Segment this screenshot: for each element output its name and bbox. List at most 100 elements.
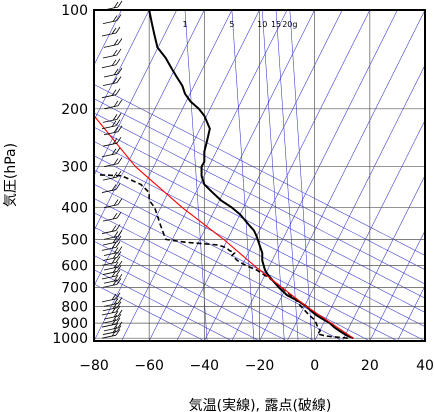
- wind-barb-flag: [111, 184, 117, 191]
- wind-barb-flag: [112, 15, 118, 22]
- wind-barb-flag: [117, 246, 123, 253]
- mixing-ratio-line: [184, 10, 208, 341]
- wind-barb-flag: [117, 260, 123, 268]
- wind-barb-flag: [112, 49, 118, 57]
- mixing-ratio-label: 10: [257, 20, 267, 29]
- wind-barb: [101, 189, 117, 193]
- wind-barb: [103, 73, 119, 78]
- wind-barb: [102, 142, 118, 147]
- wind-barb: [102, 176, 118, 181]
- wind-barb-flag: [113, 39, 119, 46]
- plot-frame: [93, 9, 426, 342]
- wind-barb-flag: [116, 14, 122, 21]
- wind-barb-flag: [117, 198, 123, 205]
- isotherm-line: [259, 10, 425, 341]
- wind-barb-flag: [113, 68, 119, 76]
- wind-barb-flag: [115, 88, 121, 95]
- background-lines: [94, 10, 425, 341]
- wind-barb: [101, 311, 117, 316]
- adiabat-line: [94, 183, 398, 341]
- wind-barb: [101, 230, 117, 234]
- wind-barb-flag: [113, 274, 119, 282]
- mixing-ratio-line: [231, 10, 255, 341]
- wind-barb-flag: [115, 256, 121, 263]
- wind-barb-flag: [117, 321, 123, 329]
- wind-barb: [103, 266, 119, 271]
- wind-barb: [102, 54, 118, 59]
- wind-barb: [101, 334, 117, 339]
- wind-barb-flag: [113, 231, 119, 238]
- wind-barb-flag: [111, 225, 117, 232]
- wind-barb-flag: [115, 292, 121, 300]
- y-tick-label: 600: [61, 258, 88, 274]
- wind-barb-flag: [116, 76, 122, 83]
- wind-barb: [103, 327, 119, 332]
- wind-barb: [101, 261, 117, 266]
- adiabat-line: [94, 226, 315, 341]
- wind-barb-flag: [117, 0, 123, 8]
- adiabat-line: [94, 283, 205, 341]
- wind-barb: [103, 105, 119, 110]
- adiabat-line: [94, 269, 233, 341]
- wind-barb-flag: [111, 148, 117, 155]
- wind-barb-flag: [117, 309, 123, 317]
- wind-barb: [102, 241, 118, 246]
- wind-barb: [102, 307, 118, 312]
- isotherm-line: [369, 230, 425, 341]
- isotherm-line: [94, 10, 150, 121]
- isotherm-line: [397, 285, 425, 341]
- wind-barb-flag: [117, 297, 123, 304]
- y-tick-label: 400: [61, 201, 88, 217]
- temperature-line: [148, 10, 354, 340]
- y-tick-label: 500: [61, 232, 88, 248]
- mixing-ratio-label: 15: [271, 20, 281, 29]
- isotherm-line: [424, 340, 425, 341]
- pressure-temperature-grid: [93, 9, 426, 341]
- wind-barb-flag: [115, 119, 121, 126]
- wind-barb-flag: [117, 125, 123, 132]
- wind-barb: [103, 131, 119, 136]
- wind-barb: [103, 315, 119, 320]
- y-tick-label: 100: [61, 3, 88, 19]
- wind-barb: [102, 271, 118, 275]
- wind-barb-flag: [117, 99, 123, 107]
- wind-barb-flag: [116, 113, 122, 120]
- y-tick-label: 800: [61, 299, 88, 315]
- x-tick-label: 0: [310, 358, 319, 374]
- x-tick-label: 20: [361, 358, 379, 374]
- mixing-ratio-label: 5: [229, 20, 234, 29]
- wind-barb: [101, 64, 117, 69]
- mixing-ratio-labels: 1 5 10 15 20g: [182, 20, 297, 29]
- mixing-ratio-label: 1: [182, 20, 187, 29]
- wind-barb-flag: [116, 265, 122, 272]
- wind-barb-flag: [113, 158, 119, 165]
- mixing-ratio-line: [261, 10, 285, 341]
- wind-barb-flag: [112, 137, 118, 145]
- y-tick-label: 300: [61, 160, 88, 176]
- isotherm-line: [94, 10, 260, 341]
- isotherm-line: [314, 119, 425, 341]
- wind-barb-flag: [112, 212, 118, 220]
- wind-barb-flag: [115, 317, 121, 325]
- wind-barb-flag: [116, 278, 122, 285]
- wind-barb-flag: [113, 261, 119, 269]
- wind-barb-flag: [115, 58, 121, 66]
- wind-barb: [102, 319, 118, 324]
- wind-barb-flag: [116, 136, 122, 144]
- x-tick-label: −60: [134, 358, 164, 374]
- wind-barb-flag: [115, 183, 121, 190]
- y-tick-label: 900: [61, 316, 88, 332]
- wind-barb-flag: [111, 242, 117, 249]
- adiabat-line: [94, 98, 425, 271]
- wind-barb-flag: [115, 305, 121, 313]
- wind-barb-flag: [113, 310, 119, 318]
- wind-barb-flag: [113, 298, 119, 305]
- isotherm-line: [286, 64, 425, 341]
- wind-barb-flag: [112, 114, 118, 121]
- wind-barb-flag: [115, 328, 121, 336]
- wind-barb: [101, 275, 117, 280]
- y-axis-title: 気圧(hPa): [3, 143, 19, 207]
- dewpoint-line: [99, 174, 348, 339]
- wind-barb-flag: [116, 301, 122, 308]
